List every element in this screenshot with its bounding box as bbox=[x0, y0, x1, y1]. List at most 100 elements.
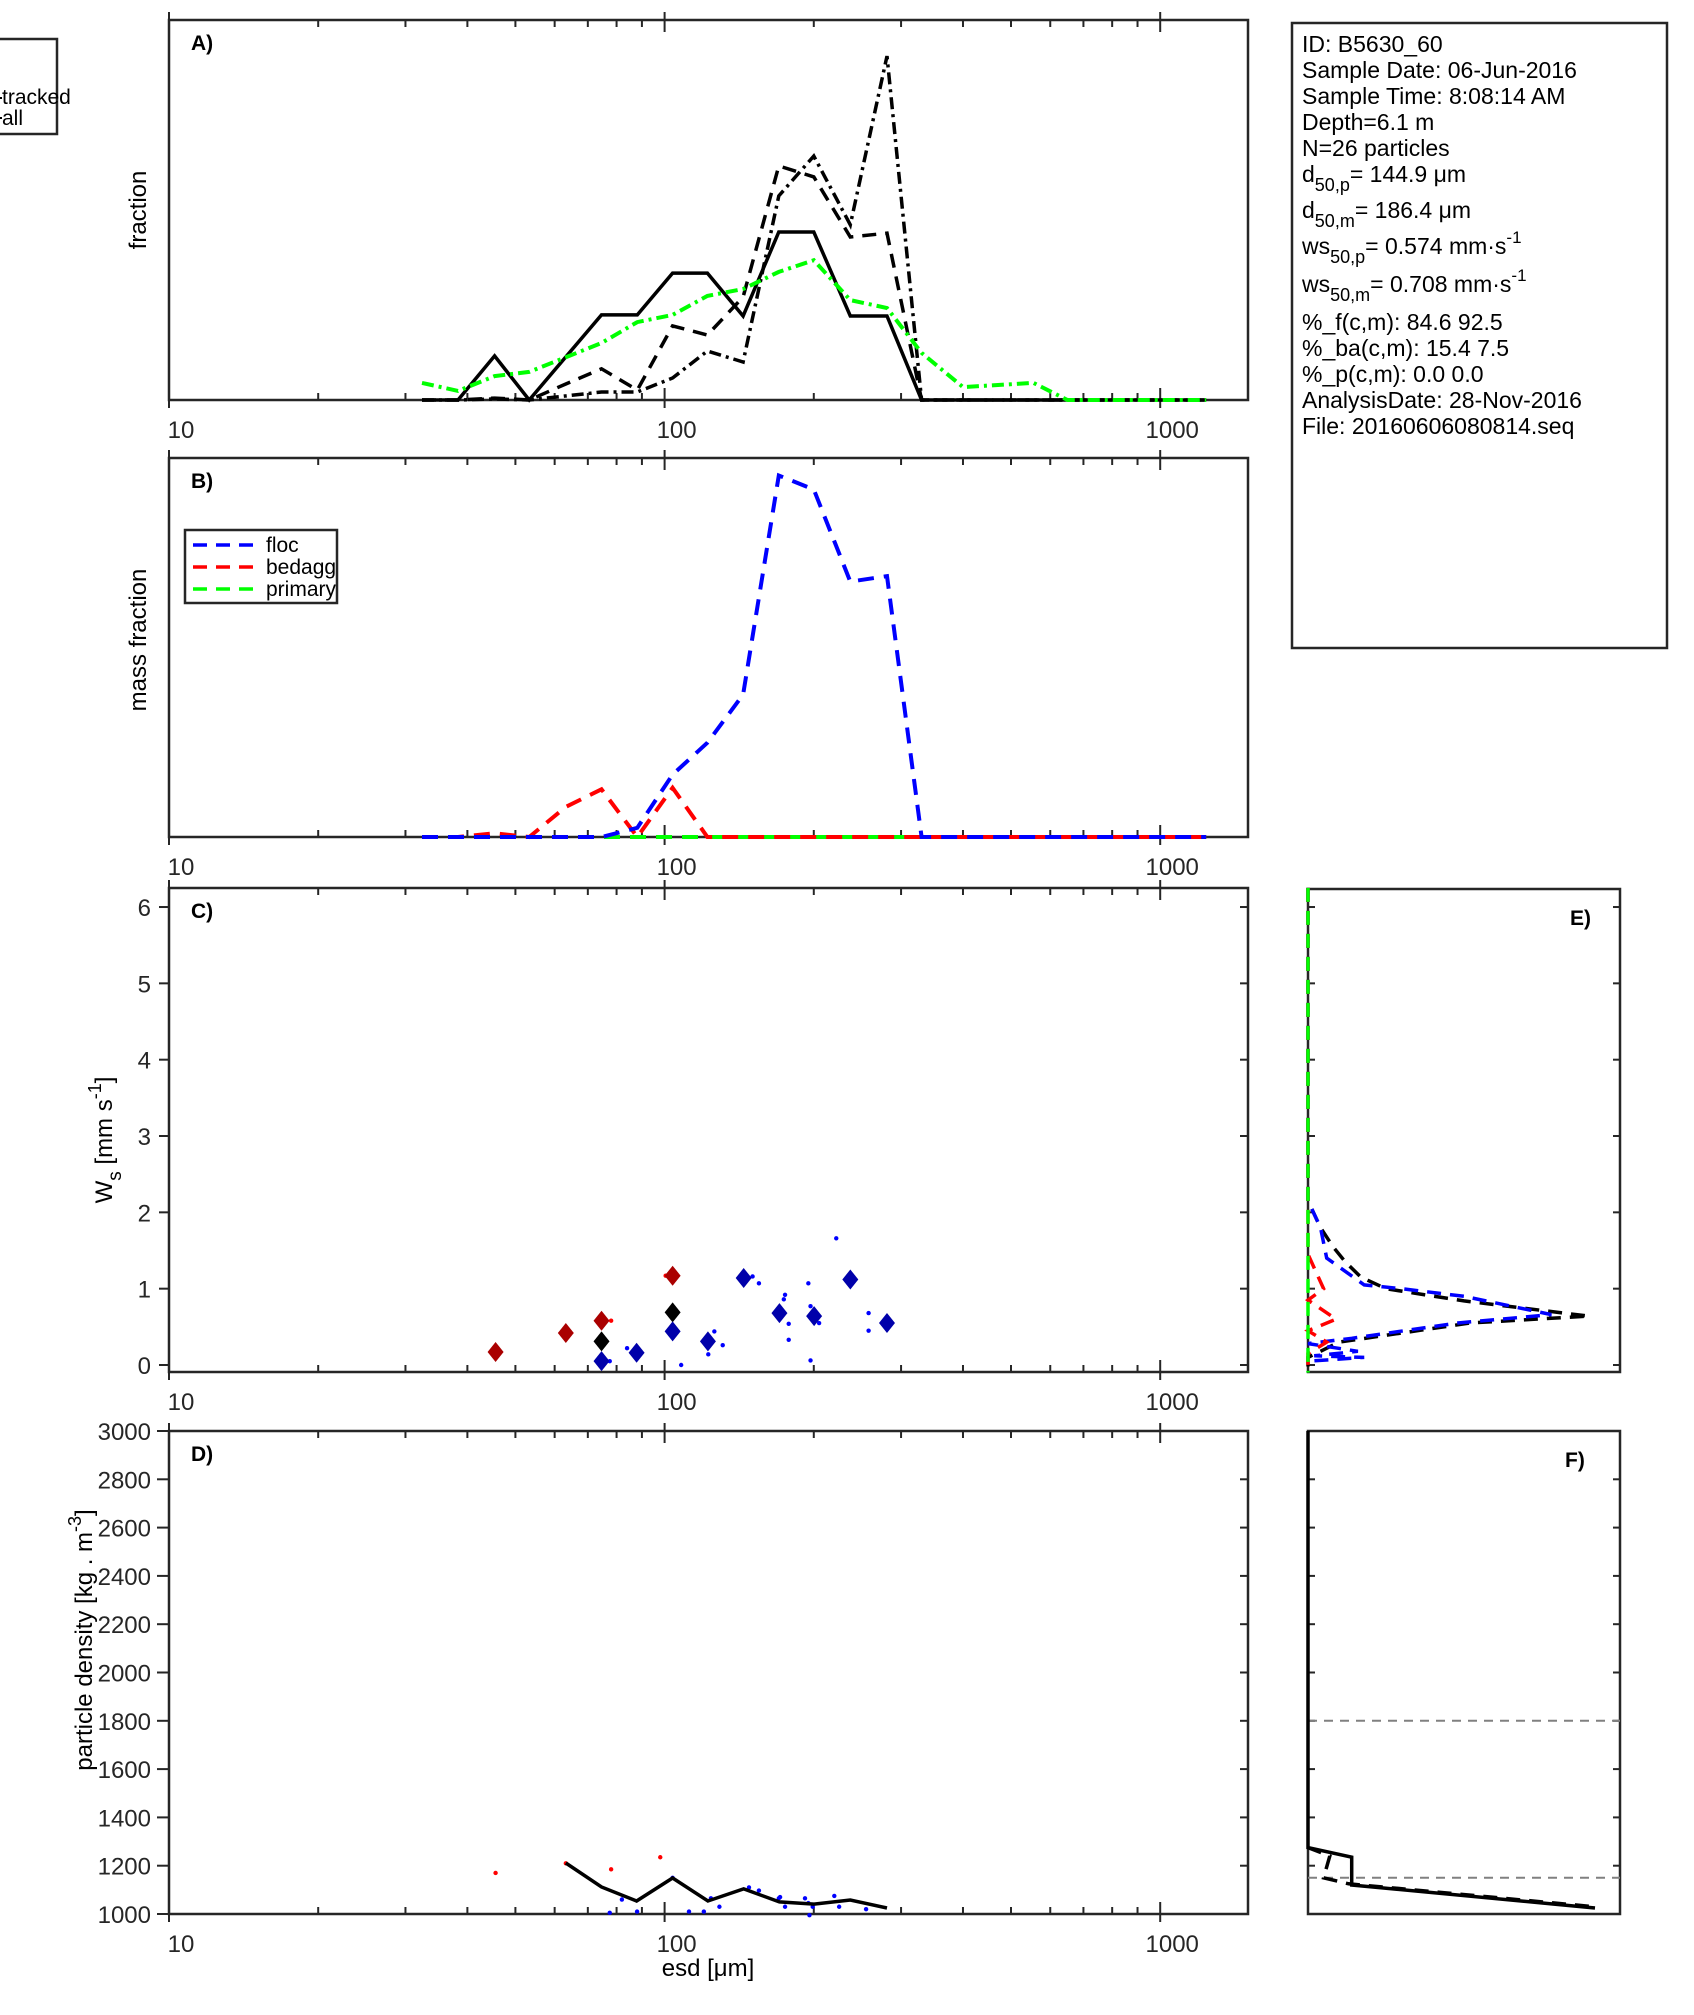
info-box-frame bbox=[1290, 21, 1669, 650]
data-dot bbox=[786, 1321, 791, 1326]
info-line: d50,p= 144.9 μm bbox=[1302, 161, 1466, 195]
info-line: AnalysisDate: 28-Nov-2016 bbox=[1302, 387, 1582, 413]
data-dot bbox=[746, 1885, 752, 1890]
y-tick-label: 2200 bbox=[98, 1612, 151, 1639]
x-axis-label: esd [μm] bbox=[662, 1955, 755, 1982]
panel-b: 10 100 1000 B) mass fraction flocbedaggprimar… bbox=[125, 450, 1250, 881]
info-line: N=26 particles bbox=[1302, 135, 1450, 161]
data-diamond bbox=[842, 1269, 859, 1290]
y-tick-label: 2 bbox=[138, 1200, 151, 1227]
data-dot bbox=[808, 1358, 813, 1363]
data-dot bbox=[806, 1281, 811, 1286]
y-tick-label: 0 bbox=[138, 1353, 151, 1380]
panel-label: E) bbox=[1570, 907, 1591, 930]
data-dot bbox=[701, 1909, 707, 1914]
x-tick-label: 100 bbox=[657, 1389, 697, 1416]
panel-f: F) bbox=[1306, 1429, 1622, 1916]
data-diamond bbox=[593, 1331, 610, 1352]
data-dot bbox=[866, 1310, 871, 1316]
data-dot bbox=[750, 1274, 755, 1279]
x-tick-label: 1000 bbox=[1146, 854, 1199, 881]
y-axis-label: Ws [mm s-1] bbox=[85, 1077, 126, 1204]
x-tick-label: 1000 bbox=[1146, 1931, 1199, 1958]
info-line: Sample Date: 06-Jun-2016 bbox=[1302, 57, 1577, 83]
panel-a: 10 100 1000 A) fraction bbox=[125, 12, 1250, 444]
panel-c: 10 100 1000 C) 0 1 2 3 4 5 6 Ws [mm s-1] bbox=[85, 880, 1250, 1416]
info-line-base: ws bbox=[1301, 271, 1330, 297]
top-legend-box bbox=[0, 37, 59, 136]
panel-a-frame bbox=[167, 18, 1250, 402]
y-tick-label: 1800 bbox=[98, 1709, 151, 1736]
y-tick-label: 1200 bbox=[98, 1854, 151, 1881]
data-dot bbox=[782, 1904, 788, 1909]
x-tick-label: 10 bbox=[168, 854, 195, 881]
y-axis-label-end: ] bbox=[71, 1509, 98, 1516]
data-diamond bbox=[771, 1303, 788, 1324]
y-axis-label-text: particle density [kg . m bbox=[71, 1532, 98, 1771]
info-line-value: = 186.4 μm bbox=[1355, 197, 1471, 223]
data-dot bbox=[607, 1910, 612, 1915]
info-line-base: d bbox=[1302, 197, 1315, 223]
panel-label: F) bbox=[1565, 1449, 1585, 1472]
data-diamond bbox=[878, 1313, 895, 1334]
panel-label: B) bbox=[191, 470, 213, 493]
info-line: ws50,p= 0.574 mm·s-1 bbox=[1301, 228, 1522, 267]
data-dot bbox=[782, 1292, 788, 1297]
panel-d-frame bbox=[167, 1429, 1250, 1916]
series-line-dashed bbox=[422, 163, 1207, 402]
legend-label-bedagg: bedagg bbox=[266, 556, 336, 579]
profile-line-dashed bbox=[1307, 1845, 1596, 1909]
data-diamond bbox=[593, 1310, 610, 1331]
series-line-floc bbox=[422, 472, 1207, 839]
profile-line-all bbox=[1306, 887, 1590, 1373]
y-axis-label: fraction bbox=[125, 171, 152, 250]
x-tick-label: 100 bbox=[657, 417, 697, 444]
info-line: d50,m= 186.4 μm bbox=[1302, 197, 1471, 231]
panel-b-frame bbox=[167, 456, 1250, 839]
info-line-sub: 50,p bbox=[1315, 175, 1350, 195]
info-line-value: = 0.708 mm·s bbox=[1370, 271, 1511, 297]
data-dot bbox=[493, 1870, 498, 1876]
y-tick-label: 3000 bbox=[98, 1419, 151, 1446]
data-diamond bbox=[806, 1306, 823, 1327]
y-tick-label: 5 bbox=[138, 971, 151, 998]
y-tick-label: 4 bbox=[138, 1048, 151, 1075]
y-axis-label-sub: s bbox=[105, 1171, 126, 1181]
info-line: Sample Time: 8:08:14 AM bbox=[1302, 83, 1565, 109]
series-line-bedagg bbox=[422, 784, 1207, 841]
data-dot bbox=[786, 1337, 791, 1343]
info-line-sub: 50,m bbox=[1330, 285, 1370, 305]
panel-label: C) bbox=[191, 900, 213, 923]
data-dot bbox=[720, 1342, 725, 1348]
data-diamond bbox=[664, 1302, 681, 1323]
info-line-base: d bbox=[1302, 161, 1315, 187]
info-line: File: 20160606080814.seq bbox=[1302, 413, 1574, 439]
info-line: ws50,m= 0.708 mm·s-1 bbox=[1301, 266, 1527, 305]
data-dot bbox=[863, 1906, 869, 1912]
info-line-sup: -1 bbox=[1506, 228, 1521, 247]
y-axis-label: particle density [kg . m-3] bbox=[65, 1509, 98, 1770]
y-tick-label: 6 bbox=[138, 895, 151, 922]
data-dot bbox=[608, 1318, 614, 1323]
profile-line-bedagg bbox=[1304, 887, 1340, 1373]
data-dot bbox=[802, 1896, 808, 1901]
data-dot bbox=[712, 1329, 717, 1334]
data-dot bbox=[807, 1913, 812, 1918]
y-axis-label-unit: [mm s bbox=[91, 1099, 118, 1171]
info-line-sup: -1 bbox=[1511, 266, 1526, 285]
data-diamond bbox=[487, 1342, 504, 1363]
x-tick-label: 100 bbox=[657, 1931, 697, 1958]
profile-line-solid bbox=[1306, 1431, 1596, 1910]
data-dot bbox=[781, 1297, 787, 1302]
panel-e: E) bbox=[1304, 887, 1622, 1374]
y-tick-label: 1000 bbox=[98, 1902, 151, 1929]
panel-label: A) bbox=[191, 32, 213, 55]
data-dot bbox=[686, 1909, 692, 1914]
data-dot bbox=[832, 1893, 837, 1899]
y-axis-label-end: ] bbox=[91, 1077, 118, 1084]
panel-label: D) bbox=[191, 1443, 213, 1466]
data-diamond bbox=[664, 1265, 681, 1286]
info-line: ID: B5630_60 bbox=[1302, 31, 1443, 57]
